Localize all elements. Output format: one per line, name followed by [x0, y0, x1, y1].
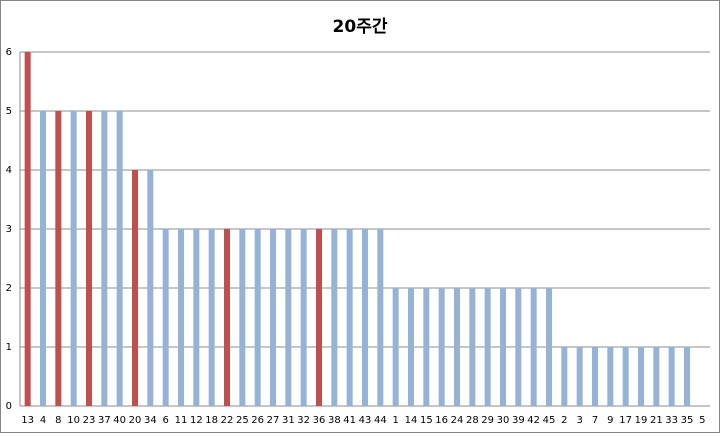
- bar: [469, 288, 476, 406]
- x-tick-label: 24: [451, 415, 464, 426]
- x-tick-label: 30: [497, 415, 510, 426]
- x-tick-label: 39: [512, 415, 525, 426]
- x-tick-label: 43: [359, 415, 372, 426]
- bar: [40, 111, 46, 406]
- x-tick-label: 12: [190, 415, 203, 426]
- x-tick-label: 7: [592, 415, 598, 426]
- x-tick-label: 33: [665, 415, 678, 426]
- x-tick-label: 36: [313, 415, 326, 426]
- y-tick-label: 5: [6, 106, 12, 117]
- x-tick-label: 42: [527, 415, 540, 426]
- x-tick-label: 32: [297, 415, 310, 426]
- bar: [86, 111, 92, 406]
- bar: [408, 288, 414, 406]
- bar: [270, 229, 276, 406]
- bar: [346, 229, 353, 406]
- x-tick-label: 26: [251, 415, 264, 426]
- y-tick-label: 4: [6, 165, 12, 176]
- bar: [454, 288, 460, 406]
- bar: [530, 288, 537, 406]
- x-tick-label: 1: [392, 415, 398, 426]
- x-tick-label: 41: [343, 415, 356, 426]
- bar: [101, 111, 108, 406]
- y-tick-label: 3: [6, 224, 12, 235]
- bar: [331, 229, 338, 406]
- x-tick-label: 35: [681, 415, 694, 426]
- x-tick-label: 28: [466, 415, 479, 426]
- bar: [300, 229, 307, 406]
- x-tick-label: 13: [21, 415, 34, 426]
- bar: [116, 111, 123, 406]
- x-tick-label: 19: [635, 415, 648, 426]
- y-tick-label: 2: [6, 283, 12, 294]
- bar: [423, 288, 430, 406]
- x-tick-label: 23: [83, 415, 96, 426]
- bar: [162, 229, 169, 406]
- x-tick-label: 18: [205, 415, 218, 426]
- bar: [316, 229, 322, 406]
- bar: [684, 347, 690, 406]
- bar: [622, 347, 629, 406]
- x-tick-label: 37: [98, 415, 111, 426]
- x-tick-label: 38: [328, 415, 341, 426]
- bar: [668, 347, 675, 406]
- x-tick-label: 6: [162, 415, 168, 426]
- bar: [484, 288, 491, 406]
- bar: [24, 52, 31, 406]
- bar: [438, 288, 445, 406]
- x-tick-label: 45: [543, 415, 556, 426]
- x-tick-label: 21: [650, 415, 663, 426]
- x-tick-label: 11: [175, 415, 188, 426]
- bar: [254, 229, 261, 406]
- bar: [576, 347, 583, 406]
- bar: [132, 170, 138, 406]
- x-tick-label: 2: [561, 415, 567, 426]
- bar: [377, 229, 384, 406]
- x-tick-label: 9: [607, 415, 613, 426]
- x-tick-label: 14: [405, 415, 418, 426]
- bar: [147, 170, 154, 406]
- bar: [638, 347, 644, 406]
- bar: [224, 229, 230, 406]
- x-tick-label: 40: [113, 415, 126, 426]
- y-tick-label: 6: [6, 47, 12, 58]
- x-tick-label: 16: [435, 415, 448, 426]
- bar: [546, 288, 552, 406]
- x-tick-label: 10: [67, 415, 80, 426]
- bar: [653, 347, 660, 406]
- bar: [392, 288, 399, 406]
- bar: [362, 229, 368, 406]
- x-tick-label: 4: [40, 415, 46, 426]
- bar: [500, 288, 506, 406]
- bar: [178, 229, 184, 406]
- bar: [70, 111, 77, 406]
- bar: [607, 347, 614, 406]
- x-tick-label: 34: [144, 415, 157, 426]
- bar: [239, 229, 246, 406]
- bar: [561, 347, 568, 406]
- bar: [592, 347, 598, 406]
- x-tick-label: 22: [221, 415, 234, 426]
- x-tick-label: 20: [129, 415, 142, 426]
- bar: [193, 229, 200, 406]
- x-tick-label: 29: [481, 415, 494, 426]
- x-tick-label: 27: [267, 415, 280, 426]
- chart-title: 20주간: [333, 17, 388, 37]
- x-tick-label: 5: [699, 415, 705, 426]
- bar: [285, 229, 292, 406]
- y-tick-label: 1: [6, 342, 12, 353]
- x-tick-label: 44: [374, 415, 387, 426]
- x-tick-label: 17: [619, 415, 632, 426]
- x-tick-label: 8: [55, 415, 61, 426]
- bar: [55, 111, 62, 406]
- bar: [208, 229, 215, 406]
- x-tick-label: 31: [282, 415, 295, 426]
- y-tick-label: 0: [6, 401, 12, 412]
- x-tick-label: 25: [236, 415, 249, 426]
- bar: [515, 288, 522, 406]
- x-tick-label: 15: [420, 415, 433, 426]
- x-tick-label: 3: [576, 415, 582, 426]
